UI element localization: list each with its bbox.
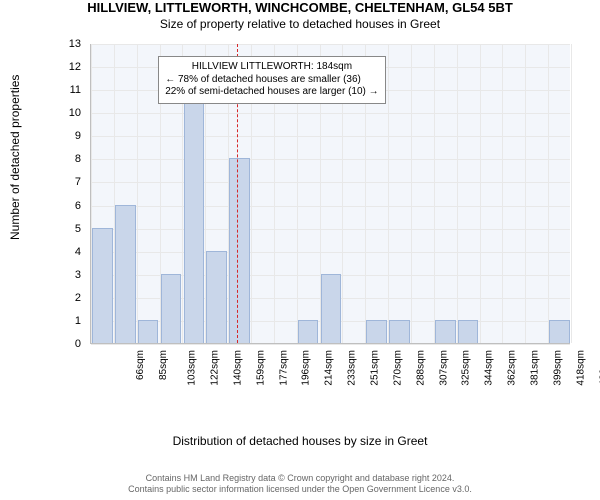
xtick-label: 214sqm xyxy=(324,350,335,386)
chart-subtitle: Size of property relative to detached ho… xyxy=(0,17,600,31)
xtick-label: 159sqm xyxy=(255,350,266,386)
gridline-h xyxy=(91,229,570,230)
chart-area: 012345678910111213HILLVIEW LITTLEWORTH: … xyxy=(60,44,570,384)
gridline-v xyxy=(411,44,412,343)
xtick-label: 196sqm xyxy=(301,350,312,386)
gridline-h xyxy=(91,113,570,114)
xtick-label: 85sqm xyxy=(158,350,169,380)
gridline-v xyxy=(548,44,549,343)
xtick-label: 381sqm xyxy=(530,350,541,386)
annotation-box: HILLVIEW LITTLEWORTH: 184sqm← 78% of det… xyxy=(158,56,385,104)
footer-line-1: Contains HM Land Registry data © Crown c… xyxy=(0,473,600,485)
xtick-label: 270sqm xyxy=(392,350,403,386)
histogram-bar xyxy=(458,320,479,343)
xtick-label: 399sqm xyxy=(552,350,563,386)
histogram-bar xyxy=(206,251,227,343)
histogram-bar xyxy=(366,320,387,343)
gridline-h xyxy=(91,182,570,183)
y-axis-label: Number of detached properties xyxy=(8,75,22,240)
xtick-label: 251sqm xyxy=(370,350,381,386)
ytick-label: 0 xyxy=(61,338,81,350)
footer-attribution: Contains HM Land Registry data © Crown c… xyxy=(0,473,600,496)
xtick-label: 344sqm xyxy=(484,350,495,386)
chart-title: HILLVIEW, LITTLEWORTH, WINCHCOMBE, CHELT… xyxy=(0,0,600,15)
gridline-v xyxy=(502,44,503,343)
ytick-label: 3 xyxy=(61,269,81,281)
histogram-bar xyxy=(161,274,182,343)
ytick-label: 5 xyxy=(61,223,81,235)
histogram-bar xyxy=(389,320,410,343)
x-axis-label: Distribution of detached houses by size … xyxy=(0,434,600,448)
ytick-label: 9 xyxy=(61,130,81,142)
xtick-label: 233sqm xyxy=(347,350,358,386)
histogram-bar xyxy=(321,274,342,343)
histogram-bar xyxy=(298,320,319,343)
histogram-bar xyxy=(435,320,456,343)
ytick-label: 11 xyxy=(61,84,81,96)
ytick-label: 8 xyxy=(61,153,81,165)
xtick-label: 103sqm xyxy=(187,350,198,386)
ytick-label: 4 xyxy=(61,246,81,258)
gridline-h xyxy=(91,136,570,137)
xtick-label: 122sqm xyxy=(210,350,221,386)
xtick-label: 140sqm xyxy=(232,350,243,386)
annotation-line-2: ← 78% of detached houses are smaller (36… xyxy=(165,74,378,87)
xtick-label: 66sqm xyxy=(135,350,146,380)
histogram-bar xyxy=(138,320,159,343)
xtick-label: 307sqm xyxy=(438,350,449,386)
ytick-label: 10 xyxy=(61,107,81,119)
gridline-v xyxy=(434,44,435,343)
histogram-bar xyxy=(184,89,205,343)
histogram-bar xyxy=(115,205,136,343)
xtick-label: 325sqm xyxy=(461,350,472,386)
annotation-line-3: 22% of semi-detached houses are larger (… xyxy=(165,86,378,99)
ytick-label: 1 xyxy=(61,315,81,327)
gridline-h xyxy=(91,252,570,253)
gridline-v xyxy=(480,44,481,343)
ytick-label: 7 xyxy=(61,176,81,188)
xtick-label: 362sqm xyxy=(507,350,518,386)
ytick-label: 13 xyxy=(61,38,81,50)
gridline-h xyxy=(91,44,570,45)
gridline-h xyxy=(91,344,570,345)
ytick-label: 12 xyxy=(61,61,81,73)
histogram-bar xyxy=(92,228,113,343)
gridline-v xyxy=(137,44,138,343)
ytick-label: 6 xyxy=(61,200,81,212)
gridline-v xyxy=(525,44,526,343)
gridline-h xyxy=(91,159,570,160)
annotation-line-1: HILLVIEW LITTLEWORTH: 184sqm xyxy=(165,61,378,74)
histogram-bar xyxy=(549,320,570,343)
xtick-label: 418sqm xyxy=(575,350,586,386)
plot-area: 012345678910111213HILLVIEW LITTLEWORTH: … xyxy=(90,44,570,344)
footer-line-2: Contains public sector information licen… xyxy=(0,484,600,496)
gridline-v xyxy=(571,44,572,343)
histogram-bar xyxy=(229,158,250,343)
gridline-v xyxy=(388,44,389,343)
xtick-label: 177sqm xyxy=(278,350,289,386)
ytick-label: 2 xyxy=(61,292,81,304)
gridline-v xyxy=(457,44,458,343)
xtick-label: 288sqm xyxy=(415,350,426,386)
gridline-h xyxy=(91,206,570,207)
